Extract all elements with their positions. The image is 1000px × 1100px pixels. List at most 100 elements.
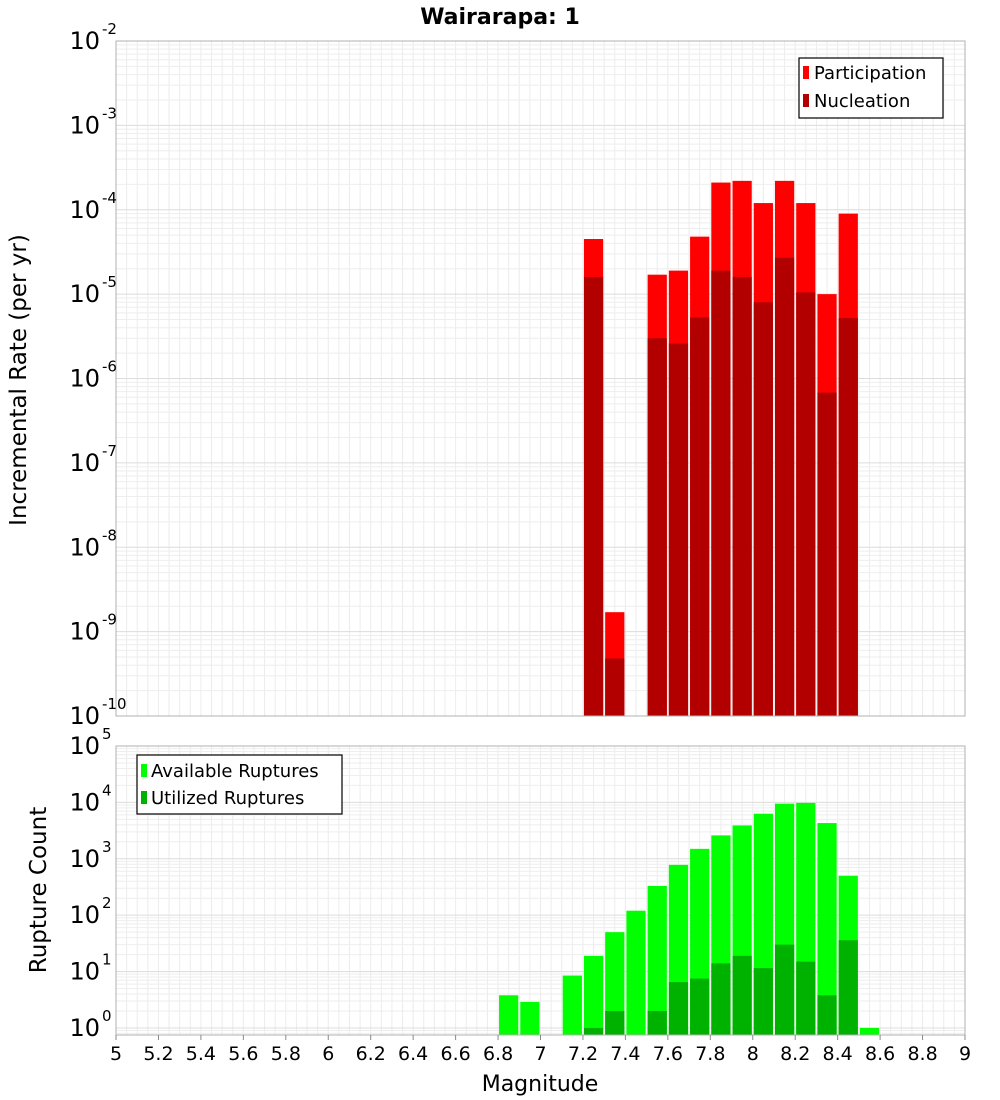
rate-y-tick-label: 10 [69,27,100,55]
rate-y-tick-exponent: -7 [102,442,117,460]
count-y-tick-label: 10 [69,845,100,873]
count-y-tick-exponent: 3 [102,838,112,856]
x-tick-label: 6.6 [440,1043,470,1065]
count-bars [499,802,880,1035]
count-y-tick-label: 10 [69,1014,100,1042]
x-tick-label: 5.4 [186,1043,216,1065]
count-bar-available-ruptures [605,932,625,1035]
count-bar-available-ruptures [817,823,837,1035]
x-tick-label: 7.6 [653,1043,683,1065]
count-y-tick-exponent: 1 [102,951,112,969]
rate-y-tick-exponent: -10 [102,695,127,713]
count-bar-available-ruptures [859,1027,880,1035]
x-tick-label: 6 [322,1043,334,1065]
x-tick-label: 9 [959,1043,971,1065]
count-bar-utilized-ruptures [583,1027,604,1035]
x-axis-label: Magnitude [482,1072,599,1097]
x-tick-label: 7.2 [568,1043,598,1065]
rate-bar-nucleation [774,257,795,716]
x-tick-labels: 5 5.2 5.4 5.6 5.8 6 6.2 6.4 6.6 6.8 7 7.2 7.4 7.6 7.8 8… [110,1035,971,1065]
rate-bar-nucleation [605,658,625,716]
count-bar-utilized-ruptures [817,995,837,1035]
legend-swatch-available [141,764,147,777]
x-tick-label: 8.2 [780,1043,810,1065]
x-tick-label: 5.6 [228,1043,258,1065]
legend-label-nucleation: Nucleation [814,91,910,112]
rate-y-tick-label: 10 [69,533,100,561]
count-legend-box [136,754,343,815]
count-bar-utilized-ruptures [753,968,773,1035]
count-y-tick-exponent: 5 [102,725,112,743]
x-tick-label: 6.4 [398,1043,428,1065]
rate-y-tick-exponent: -5 [102,273,117,291]
rate-y-tick-label: 10 [69,449,100,477]
rate-bar-nucleation [732,276,752,716]
x-tick-label: 8.6 [865,1043,895,1065]
count-bar-available-ruptures [562,975,582,1035]
count-y-tick-exponent: 4 [102,781,112,799]
count-bar-available-ruptures [583,955,604,1035]
legend-swatch-nucleation [803,94,809,107]
count-y-tick-exponent: 0 [102,1007,112,1025]
rate-y-tick-label: 10 [69,111,100,139]
rate-y-tick-label: 10 [69,280,100,308]
rate-legend: Participation Nucleation [798,57,944,119]
rate-grid [115,40,966,717]
count-bar-utilized-ruptures [838,940,858,1035]
rate-y-axis-label: Incremental Rate (per yr) [6,234,32,526]
x-tick-label: 5 [110,1043,122,1065]
x-tick-label: 6.8 [483,1043,513,1065]
rate-y-tick-label: 10 [69,365,100,393]
count-bar-utilized-ruptures [647,1010,667,1035]
x-tick-label: 5.2 [143,1043,173,1065]
count-bar-utilized-ruptures [605,1010,625,1035]
rate-y-tick-exponent: -3 [102,104,117,122]
count-y-tick-label: 10 [69,788,100,816]
legend-swatch-participation [803,66,809,79]
count-y-tick-label: 10 [69,901,100,929]
rate-bar-nucleation [647,338,667,716]
count-bar-utilized-ruptures [711,963,731,1035]
rate-y-tick-exponent: -4 [102,189,117,207]
count-y-tick-label: 10 [69,732,100,760]
rate-y-tick-label: 10 [69,618,100,646]
rate-bar-nucleation [817,392,837,716]
chart-title: Wairarapa: 1 [420,5,580,30]
rate-plot-frame [115,40,966,717]
rate-bar-nucleation [838,318,858,716]
count-bar-available-ruptures [499,995,519,1035]
count-bar-utilized-ruptures [796,961,816,1035]
count-y-axis-label: Rupture Count [26,807,52,973]
count-y-tick-label: 10 [69,958,100,986]
rate-y-tick-label: 10 [69,196,100,224]
count-bar-available-ruptures [626,910,646,1035]
count-bar-utilized-ruptures [668,982,689,1035]
rate-bar-nucleation [796,292,816,716]
x-tick-label: 7 [534,1043,546,1065]
rate-y-tick-exponent: -8 [102,526,117,544]
count-bar-utilized-ruptures [732,955,752,1035]
count-bar-available-ruptures [647,885,667,1035]
x-tick-label: 8.4 [823,1043,853,1065]
count-y-tick-exponent: 2 [102,894,112,912]
rate-y-tick-label: 10 [69,702,100,730]
legend-label-participation: Participation [814,63,926,84]
x-tick-label: 6.2 [356,1043,386,1065]
rate-bars [583,180,858,717]
count-bar-available-ruptures [520,1001,540,1035]
rate-y-tick-exponent: -6 [102,358,117,376]
rate-bar-nucleation [753,302,773,716]
x-tick-label: 5.8 [271,1043,301,1065]
rate-bar-nucleation [690,317,710,716]
x-tick-label: 8.8 [907,1043,937,1065]
count-legend: Available Ruptures Utilized Ruptures [136,754,343,815]
rate-legend-box [798,57,944,119]
x-tick-label: 8 [747,1043,759,1065]
rate-y-tick-exponent: -9 [102,611,117,629]
count-bar-utilized-ruptures [690,978,710,1035]
x-tick-label: 7.8 [695,1043,725,1065]
rate-bar-nucleation [668,343,689,716]
